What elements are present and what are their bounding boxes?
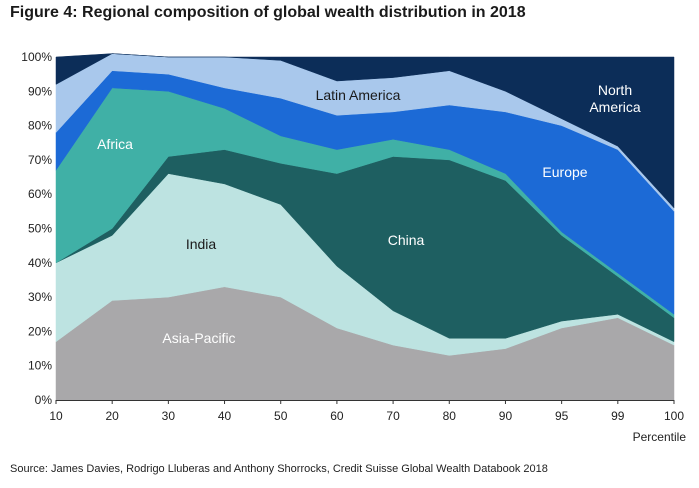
y-tick-label: 60%	[28, 187, 52, 201]
x-tick-label: 10	[49, 409, 63, 423]
y-tick-label: 20%	[28, 324, 52, 338]
series-label-asia-pacific: Asia-Pacific	[162, 330, 235, 346]
x-axis-label: Percentile	[633, 430, 687, 444]
series-label-latin-america: Latin America	[316, 87, 401, 103]
y-tick-label: 70%	[28, 153, 52, 167]
chart-title: Figure 4: Regional composition of global…	[10, 4, 526, 21]
y-tick-label: 30%	[28, 290, 52, 304]
x-tick-label: 80	[443, 409, 457, 423]
x-tick-label: 20	[106, 409, 120, 423]
y-tick-label: 100%	[21, 50, 52, 64]
x-tick-label: 90	[499, 409, 513, 423]
x-tick-label: 30	[162, 409, 176, 423]
x-tick-label: 40	[218, 409, 232, 423]
x-tick-label: 50	[274, 409, 288, 423]
x-tick-label: 99	[611, 409, 625, 423]
x-tick-label: 95	[555, 409, 569, 423]
y-tick-label: 40%	[28, 256, 52, 270]
x-tick-label: 70	[386, 409, 400, 423]
area-north-america	[55, 53, 675, 209]
y-tick-label: 50%	[28, 222, 52, 236]
x-tick-label: 60	[330, 409, 344, 423]
area-layers	[55, 53, 675, 401]
x-tick-label: 100	[664, 409, 684, 423]
series-label-africa: Africa	[97, 136, 133, 152]
series-label-india: India	[186, 236, 217, 252]
source-note: Source: James Davies, Rodrigo Lluberas a…	[10, 463, 548, 475]
series-label-north-america: North America	[589, 82, 641, 115]
y-tick-label: 10%	[28, 359, 52, 373]
y-tick-label: 80%	[28, 119, 52, 133]
y-axis: 0% 10% 20% 30% 40% 50% 60% 70% 80% 90% 100%	[21, 50, 52, 407]
y-tick-label: 90%	[28, 84, 52, 98]
y-tick-label: 0%	[35, 393, 53, 407]
series-labels: Asia-Pacific India China Africa Europe Latin …	[97, 82, 641, 346]
series-label-europe: Europe	[542, 164, 587, 180]
series-label-china: China	[388, 232, 425, 248]
x-axis: 10 20 30 40 50 60 70 80 90 95 99 100	[49, 400, 684, 423]
